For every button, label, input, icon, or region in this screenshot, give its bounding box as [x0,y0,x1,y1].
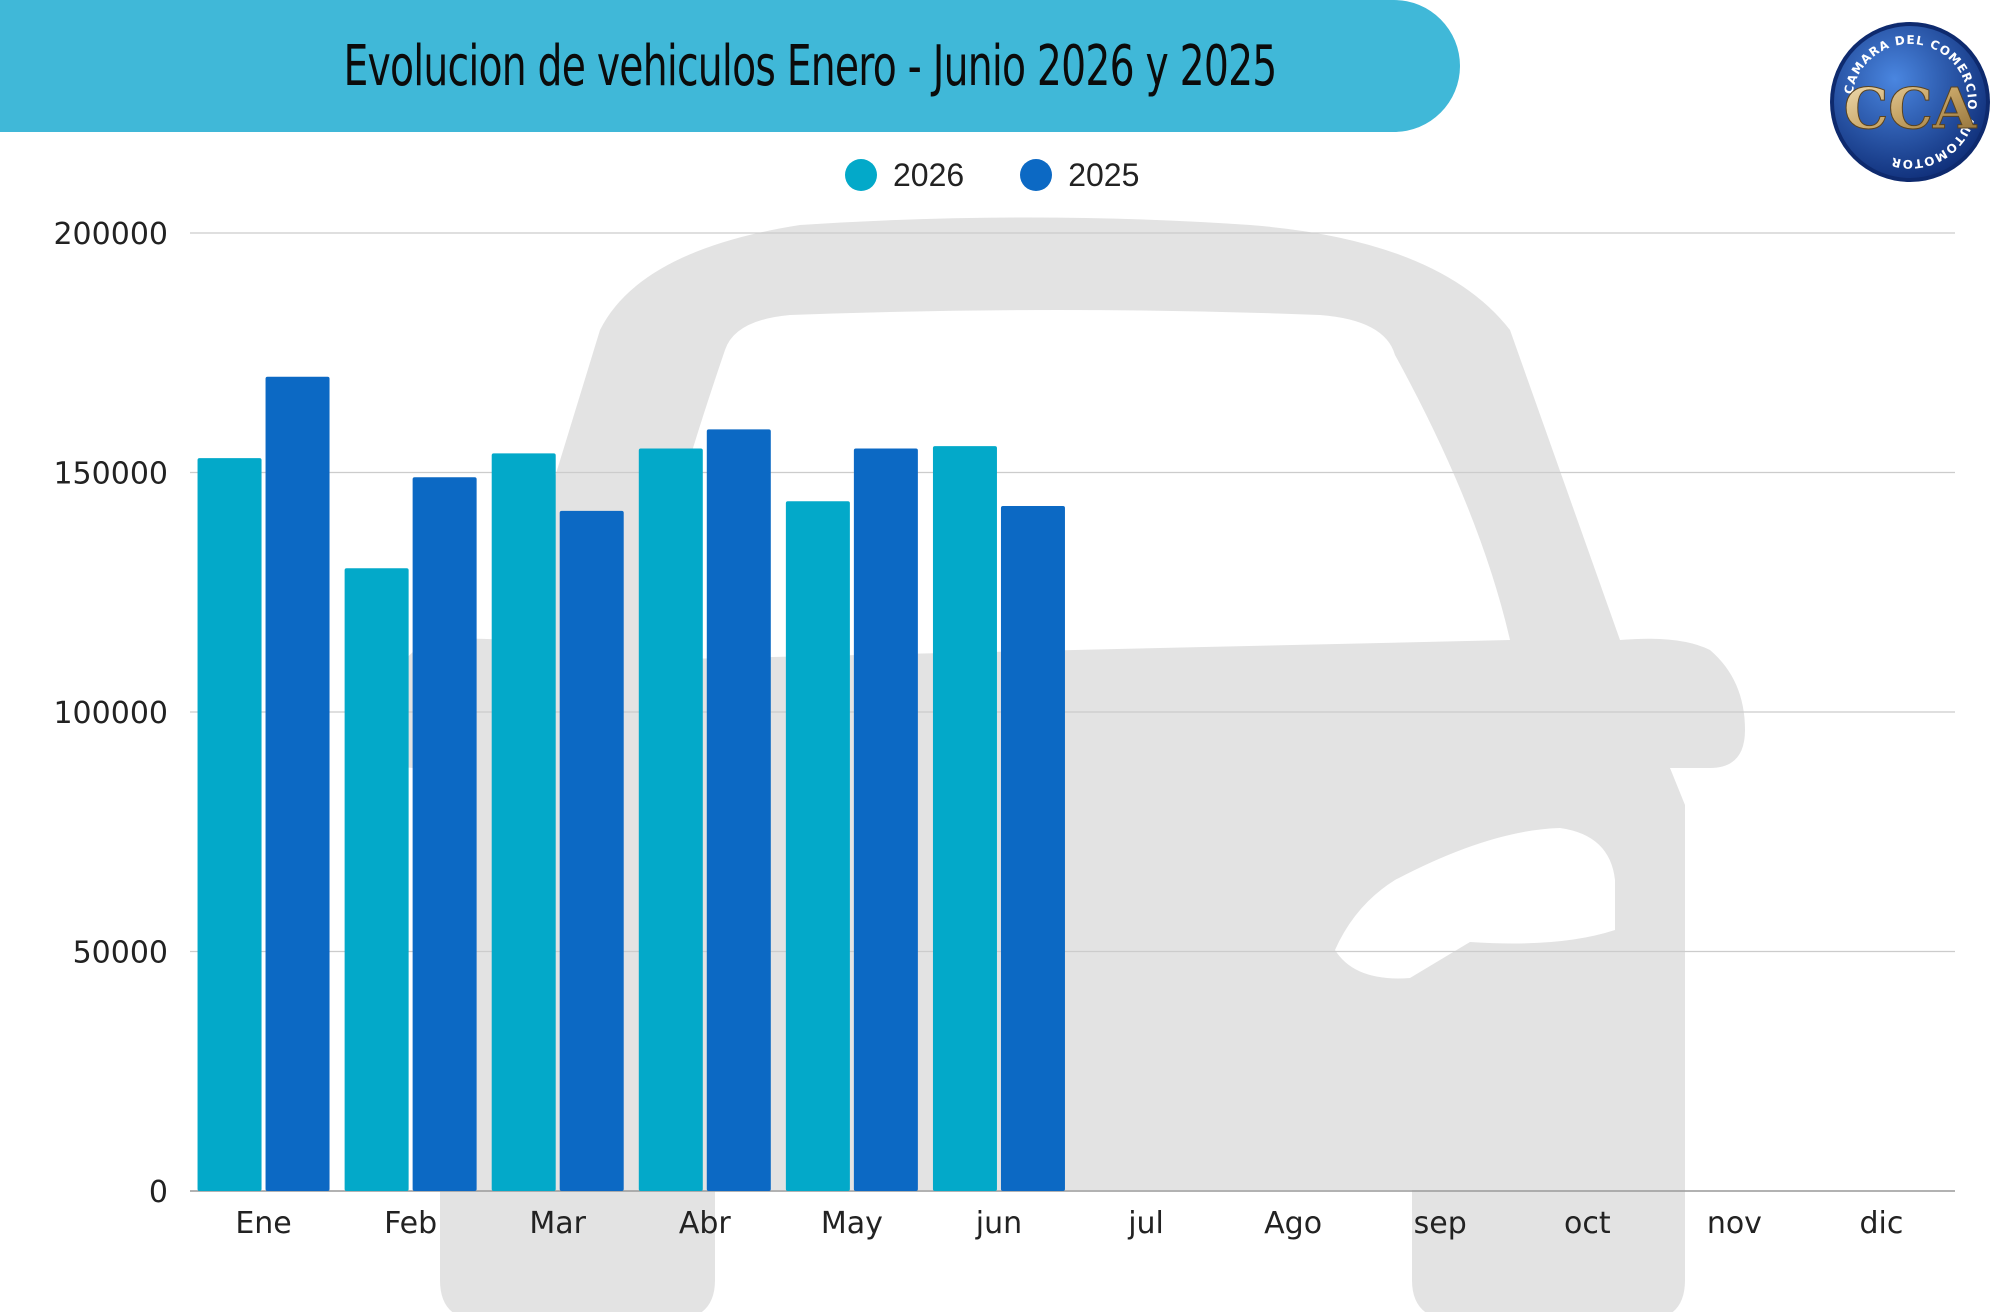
chart-title: Evolucion de vehiculos Enero - Junio 202… [343,33,1277,99]
y-tick-label: 100000 [53,696,168,731]
bars [197,376,1065,1192]
legend-swatch-2025 [1020,159,1053,191]
cca-logo: CAMARA DEL COMERCIO AUTOMOTOR CCA [1830,22,1990,182]
x-tick-label: oct [1564,1206,1611,1241]
logo-disc [1834,26,1986,178]
logo-monogram: CCA [1844,76,1978,142]
x-tick-label: Abr [679,1206,732,1241]
x-axis-ticks: Ene Feb Mar Abr May jun jul Ago sep oct nov dic [235,1206,1903,1241]
chart-legend: 2026 2025 [845,150,1139,200]
x-tick-label: nov [1707,1206,1762,1241]
bar-2026-Ene [197,458,262,1191]
bar-2025-Mar [559,510,624,1191]
legend-item-2025: 2025 [1020,157,1139,194]
legend-label-2026: 2026 [893,156,965,193]
bar-2026-jun [932,446,997,1191]
y-tick-label: 50000 [73,936,168,971]
x-tick-label: sep [1414,1206,1467,1241]
grid-lines [190,232,1955,1192]
x-tick-label: dic [1860,1206,1904,1241]
bar-2025-Feb [412,477,477,1191]
x-tick-label: May [821,1206,883,1241]
bar-2026-Abr [638,448,703,1191]
title-banner [0,0,1460,132]
y-tick-label: 150000 [53,457,168,492]
y-tick-label: 0 [149,1175,168,1210]
car-headlight-right [1335,828,1615,979]
x-tick-label: Ene [235,1206,291,1241]
x-tick-label: Feb [384,1206,437,1241]
legend-item-2026: 2026 [845,157,964,194]
bar-2025-jun [1000,506,1065,1191]
bar-2026-Mar [491,453,556,1192]
legend-label-2025: 2025 [1068,156,1140,193]
x-tick-label: jul [1127,1206,1164,1241]
x-tick-label: Ago [1264,1206,1322,1241]
bar-2026-Feb [344,568,409,1191]
x-tick-label: Mar [529,1206,586,1241]
bar-2025-Abr [706,429,771,1191]
x-tick-label: jun [975,1206,1022,1241]
y-tick-label: 200000 [53,217,168,252]
bar-2025-May [853,448,918,1191]
bar-2026-May [785,501,850,1191]
bar-2025-Ene [265,376,330,1191]
y-axis-ticks: 0 50000 100000 150000 200000 [53,217,168,1210]
legend-swatch-2026 [845,159,877,191]
